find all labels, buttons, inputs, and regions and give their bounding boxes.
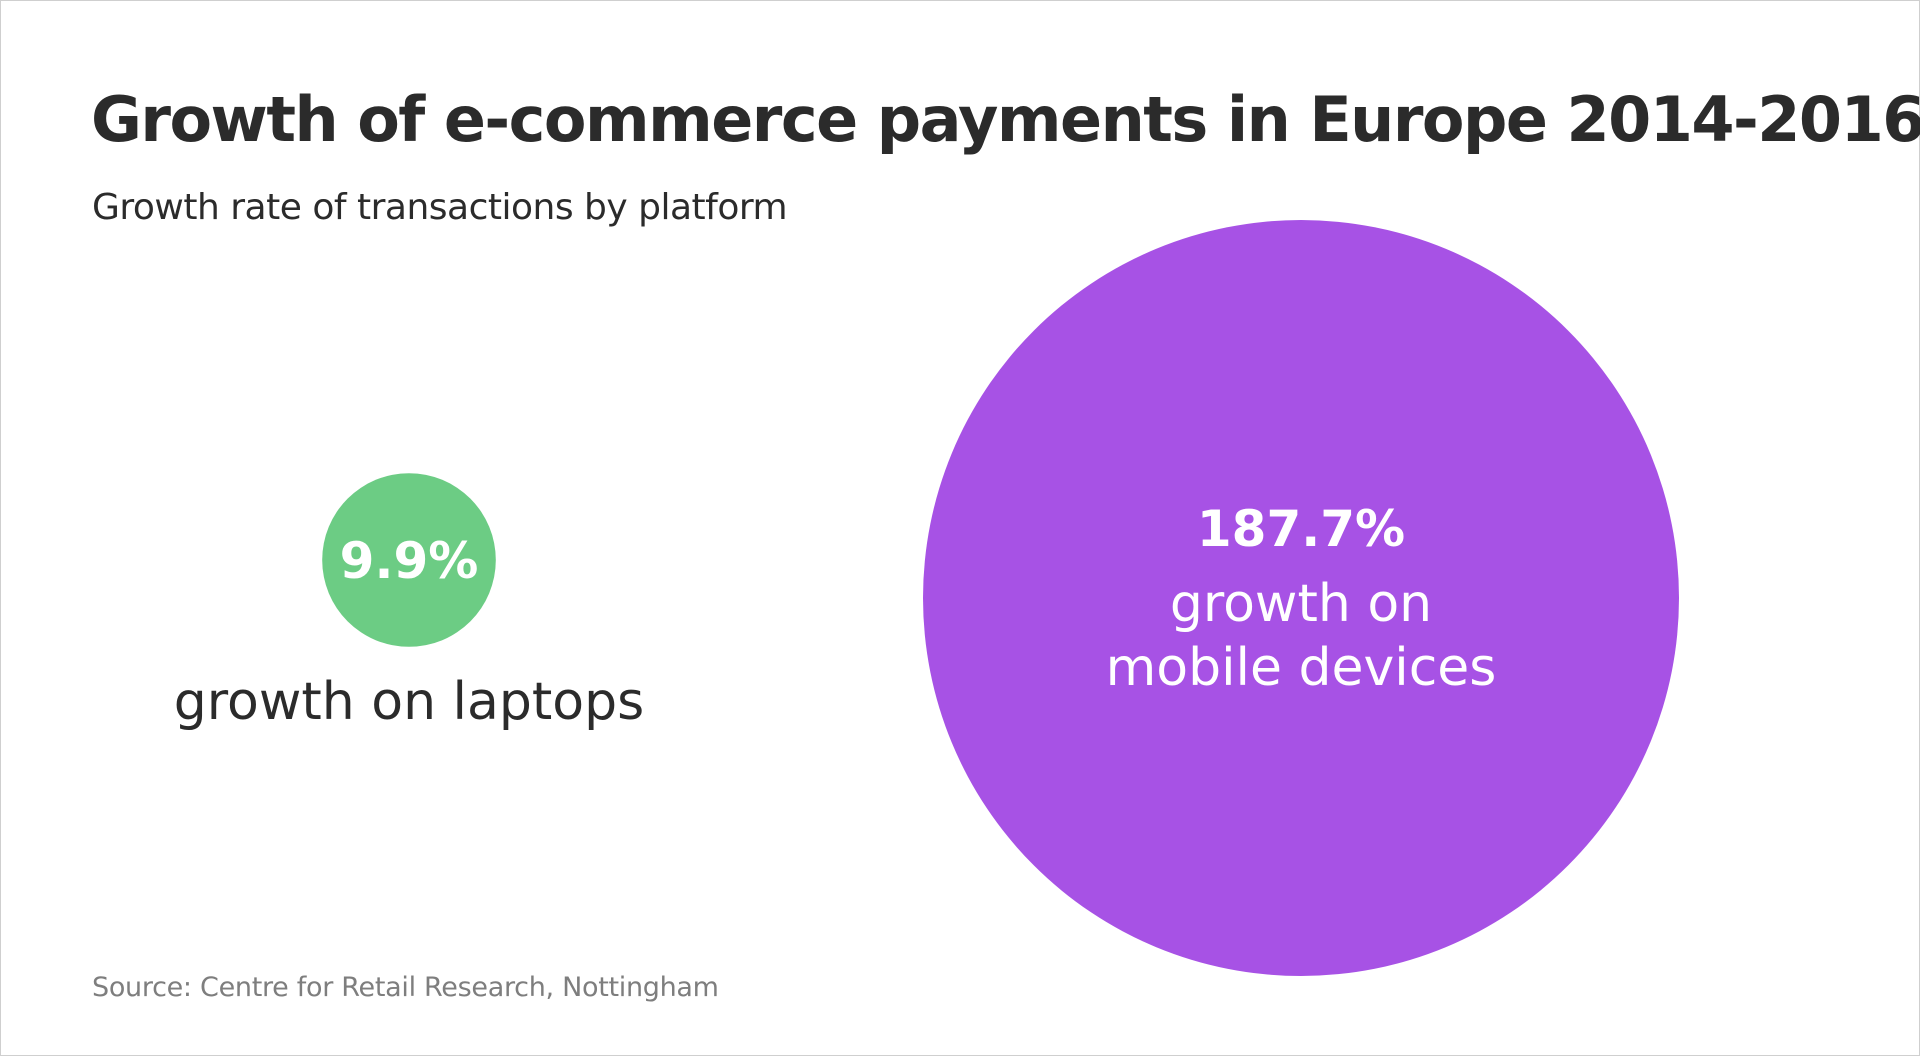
bubble-laptops (322, 473, 496, 647)
value-label-mobile: 187.7% (1197, 500, 1405, 558)
caption-laptops: growth on laptops (174, 672, 644, 732)
chart-subtitle: Growth rate of transactions by platform (92, 187, 788, 228)
chart-title: Growth of e-commerce payments in Europe … (91, 83, 1920, 156)
source-note: Source: Centre for Retail Research, Nott… (92, 972, 719, 1003)
caption-mobile-line-1: growth on (1170, 574, 1432, 634)
bubble-mobile (923, 220, 1679, 976)
caption-mobile-line-2: mobile devices (1106, 638, 1497, 698)
value-label-laptops: 9.9% (340, 532, 479, 590)
